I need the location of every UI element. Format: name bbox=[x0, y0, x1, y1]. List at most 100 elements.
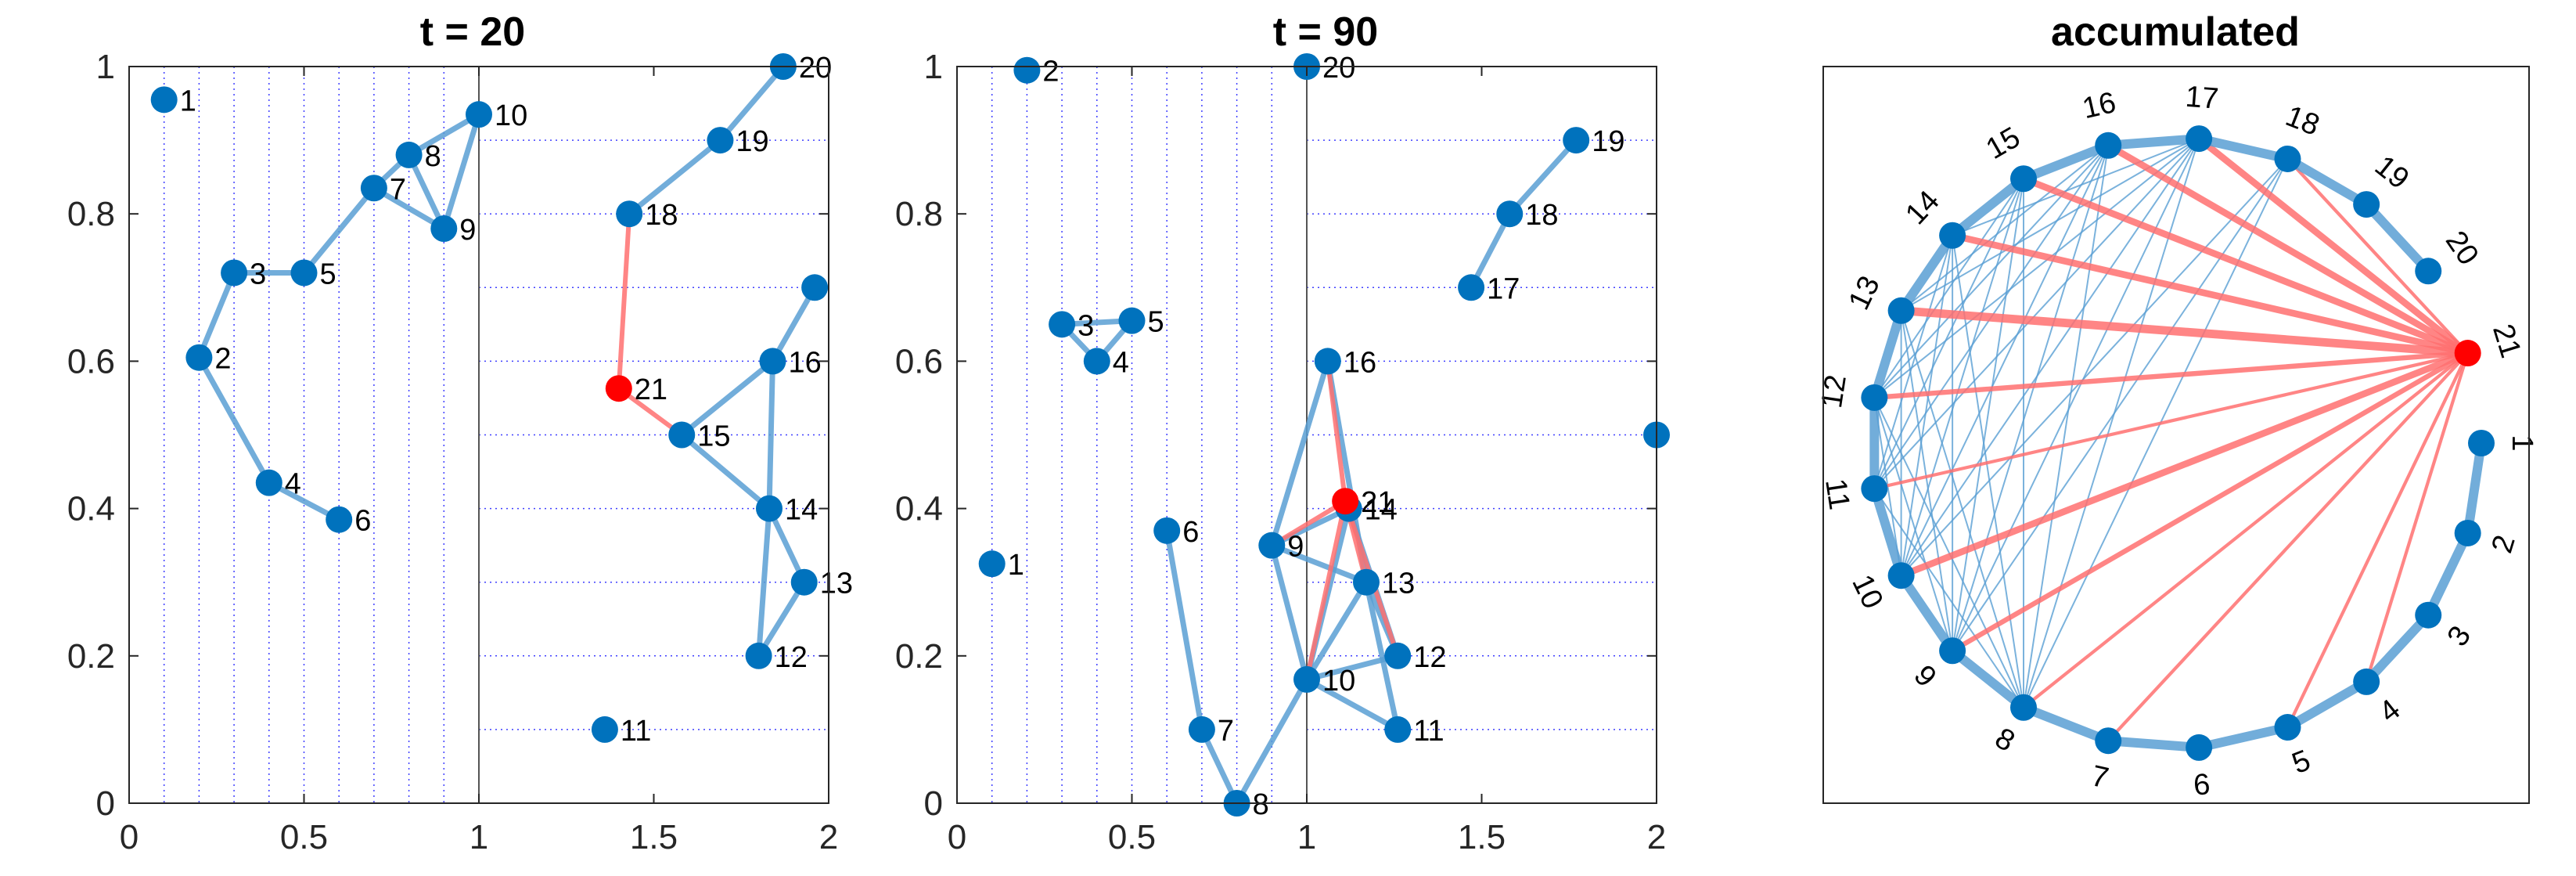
graph-edge bbox=[766, 506, 808, 586]
graph-node bbox=[1384, 716, 1412, 743]
x-tick-label: 0 bbox=[948, 818, 966, 856]
node-label: 14 bbox=[785, 494, 818, 527]
y-tick-label: 1 bbox=[96, 48, 115, 86]
x-tick-label: 2 bbox=[1647, 818, 1666, 856]
chord-edge bbox=[2023, 157, 2289, 708]
graph-edge bbox=[441, 111, 482, 232]
graph-edge bbox=[301, 185, 377, 276]
node-label: 12 bbox=[1815, 373, 1853, 410]
special-edge bbox=[616, 211, 632, 391]
special-edge bbox=[1872, 350, 2470, 401]
x-tick-label: 1 bbox=[470, 818, 488, 856]
graph-node bbox=[1887, 562, 1915, 589]
node-label: 19 bbox=[736, 125, 768, 158]
node-label: 7 bbox=[390, 173, 406, 206]
special-edge bbox=[1269, 499, 1348, 548]
graph-node bbox=[466, 101, 492, 128]
node-label: 18 bbox=[2281, 99, 2324, 142]
graph-edge bbox=[1506, 137, 1579, 217]
graph-node bbox=[2274, 145, 2301, 172]
ring-edge bbox=[2103, 736, 2204, 752]
node-label: 10 bbox=[1322, 665, 1355, 698]
special-edge bbox=[1948, 232, 2471, 357]
graph-node bbox=[1384, 642, 1412, 669]
graph-node bbox=[185, 344, 213, 371]
ring-edge bbox=[2283, 676, 2372, 733]
graph-node bbox=[2415, 601, 2442, 629]
node-label: 2 bbox=[214, 343, 231, 376]
graph-node bbox=[2454, 519, 2481, 546]
node-label: 18 bbox=[1525, 199, 1558, 232]
node-label: 19 bbox=[1592, 125, 1624, 158]
node-label: 2 bbox=[2485, 532, 2521, 557]
chord-edge bbox=[1900, 138, 2200, 577]
chord-edge bbox=[1873, 234, 1954, 490]
node-label: 21 bbox=[2486, 320, 2527, 362]
chord-edge bbox=[1952, 157, 2289, 652]
ring-edge bbox=[1948, 646, 2028, 712]
special-node bbox=[605, 375, 632, 402]
graph-node bbox=[290, 259, 318, 287]
special-edge bbox=[2195, 135, 2471, 357]
chord-edge bbox=[1900, 309, 1954, 652]
ring-edge bbox=[2194, 723, 2293, 752]
node-label: 9 bbox=[1287, 531, 1304, 564]
graph-node bbox=[2186, 734, 2213, 761]
graph-edge bbox=[1304, 579, 1369, 683]
special-edge bbox=[2104, 142, 2471, 357]
node-label: 19 bbox=[2369, 150, 2415, 196]
graph-edge bbox=[1199, 726, 1240, 806]
graph-node bbox=[707, 127, 734, 154]
graph-node bbox=[1118, 307, 1146, 334]
graph-edge bbox=[1234, 676, 1310, 806]
special-edge bbox=[2020, 175, 2471, 357]
ring-edge bbox=[2362, 610, 2434, 687]
graph-node bbox=[1861, 384, 1888, 411]
y-tick-label: 0.2 bbox=[67, 637, 115, 676]
special-edge bbox=[2365, 351, 2470, 684]
graph-node bbox=[1314, 348, 1341, 375]
node-label: 8 bbox=[1253, 788, 1269, 821]
chord-edge bbox=[1873, 178, 2024, 490]
graph-edge bbox=[756, 506, 772, 659]
graph-edge bbox=[756, 579, 808, 659]
ring-edge bbox=[1896, 230, 1958, 315]
graph-edge bbox=[406, 152, 447, 232]
node-label: 9 bbox=[459, 214, 476, 247]
ring-edge bbox=[1869, 484, 1906, 581]
chord-edge bbox=[1900, 144, 2110, 312]
node-label: 1 bbox=[1008, 549, 1024, 582]
graph-edge bbox=[1304, 676, 1401, 733]
node-label: 7 bbox=[1218, 715, 1234, 748]
chord-edge bbox=[1952, 178, 2024, 652]
ring-edge bbox=[1869, 305, 1906, 402]
graph-node bbox=[759, 348, 786, 375]
graph-edge bbox=[678, 432, 772, 512]
node-label: 6 bbox=[1182, 516, 1199, 549]
node-label: 4 bbox=[285, 468, 301, 501]
node-label: 11 bbox=[1413, 715, 1444, 748]
chord-edge bbox=[2023, 144, 2110, 708]
ring-edge bbox=[2423, 528, 2473, 620]
graph-node bbox=[1049, 311, 1076, 338]
graph-node bbox=[1887, 297, 1915, 324]
graph-edge bbox=[717, 63, 786, 143]
graph-edge bbox=[196, 269, 237, 361]
panel-title: t = 90 bbox=[1273, 9, 1378, 55]
node-label: 5 bbox=[320, 258, 336, 290]
special-edge bbox=[2021, 351, 2470, 709]
ring-edge bbox=[2283, 153, 2372, 210]
graph-node bbox=[668, 421, 696, 449]
graph-node bbox=[978, 550, 1006, 578]
graph-node bbox=[2468, 430, 2495, 456]
graph-edge bbox=[196, 355, 272, 486]
graph-edge bbox=[371, 185, 447, 232]
special-node bbox=[2454, 340, 2481, 367]
x-tick-label: 1.5 bbox=[630, 818, 678, 856]
graph-node bbox=[2274, 714, 2301, 741]
graph-node bbox=[430, 215, 458, 243]
special-edge bbox=[1873, 351, 2470, 491]
y-tick-label: 0.4 bbox=[67, 490, 115, 528]
node-label: 16 bbox=[2079, 86, 2119, 125]
